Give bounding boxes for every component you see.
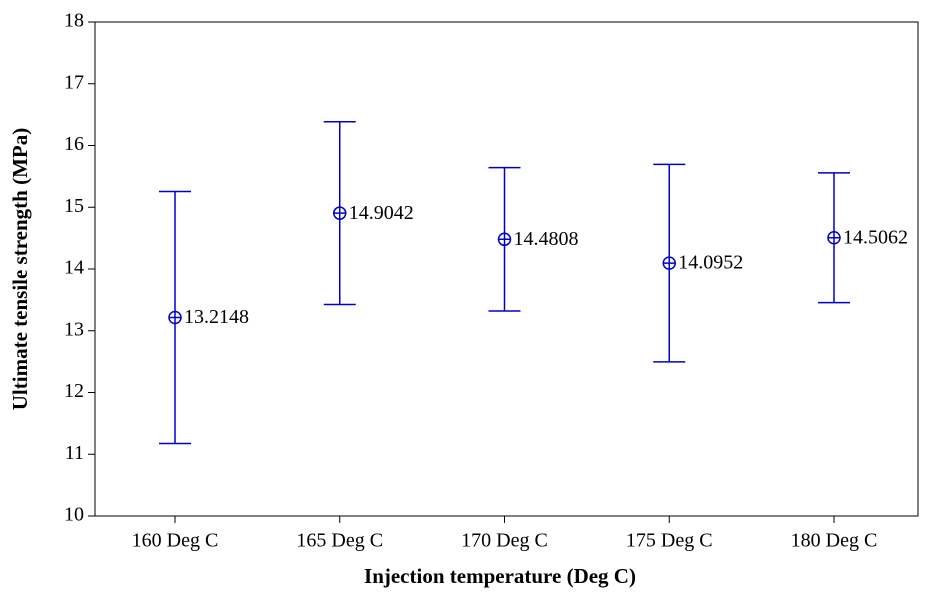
x-tick-label: 160 Deg C [132, 530, 219, 552]
plot-frame [94, 21, 919, 517]
marker-cross [828, 231, 840, 244]
x-tick-label: 175 Deg C [626, 530, 713, 552]
x-tick-label: 165 Deg C [296, 530, 383, 552]
data-label: 14.9042 [349, 202, 414, 224]
marker-cross [663, 257, 676, 270]
marker-cross [169, 311, 181, 324]
data-label: 14.5062 [843, 226, 908, 248]
data-label: 14.4808 [514, 228, 579, 250]
marker-cross [498, 233, 511, 246]
y-tick-label: 17 [64, 71, 84, 93]
y-tick-label: 10 [64, 504, 84, 526]
y-tick-label: 14 [64, 257, 84, 279]
y-tick-label: 11 [65, 442, 84, 464]
y-tick-label: 16 [64, 133, 84, 155]
x-tick-label: 180 Deg C [791, 530, 878, 552]
y-axis-title: Ultimate tensile strength (MPa) [8, 128, 32, 410]
marker-cross [333, 207, 346, 220]
y-tick-label: 15 [64, 195, 84, 217]
y-tick-label: 12 [64, 380, 84, 402]
data-label: 14.0952 [678, 252, 743, 274]
y-tick-label: 18 [64, 10, 84, 32]
x-tick-label: 170 Deg C [461, 530, 548, 552]
x-axis-title: Injection temperature (Deg C) [364, 564, 636, 588]
y-tick-label: 13 [64, 318, 84, 340]
data-label: 13.2148 [184, 306, 249, 328]
